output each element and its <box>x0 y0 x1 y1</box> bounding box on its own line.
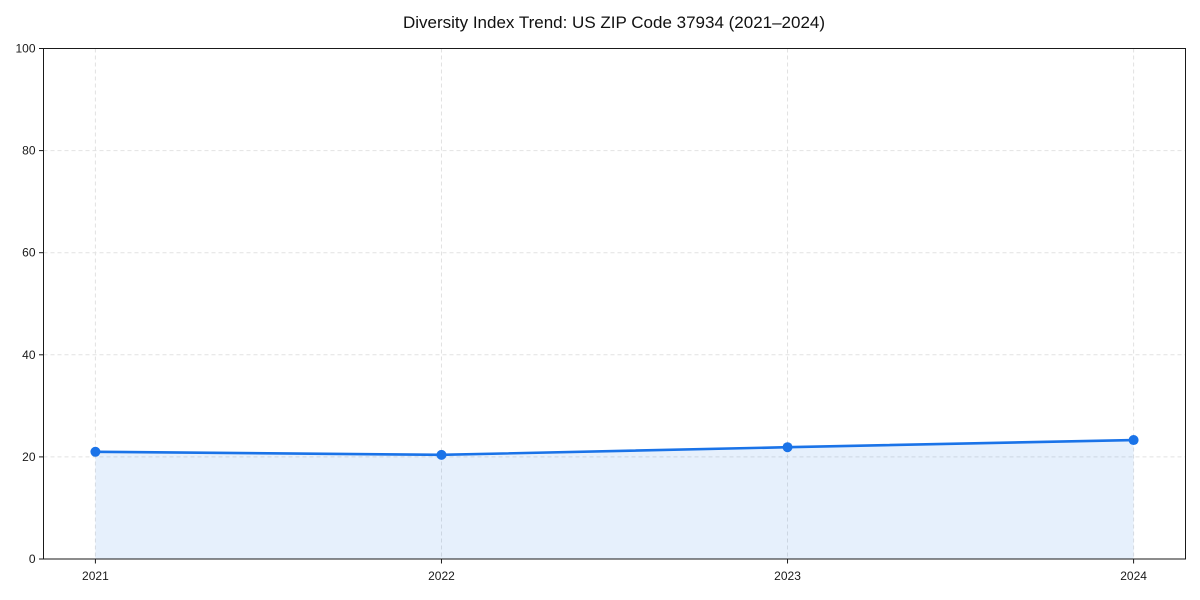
x-tick-label-2022: 2022 <box>428 569 455 583</box>
y-tick-label-80: 80 <box>22 144 36 158</box>
data-point-2023 <box>782 442 793 453</box>
chart-title: Diversity Index Trend: US ZIP Code 37934… <box>402 13 826 32</box>
x-tick-label-2021: 2021 <box>82 569 109 583</box>
area-fill <box>95 440 1134 559</box>
data-point-2021 <box>90 446 101 457</box>
plot-border <box>43 48 1186 560</box>
x-tick-label-2023: 2023 <box>774 569 801 583</box>
y-tick-label-100: 100 <box>15 42 35 56</box>
y-tick-label-0: 0 <box>29 552 36 566</box>
y-tick-label-20: 20 <box>22 450 36 464</box>
data-point-2022 <box>436 449 447 460</box>
y-tick-label-40: 40 <box>22 348 36 362</box>
x-tick-label-2024: 2024 <box>1120 569 1147 583</box>
y-tick-label-60: 60 <box>22 246 36 260</box>
trend-line <box>94 438 1135 457</box>
data-point-2024 <box>1128 435 1139 446</box>
